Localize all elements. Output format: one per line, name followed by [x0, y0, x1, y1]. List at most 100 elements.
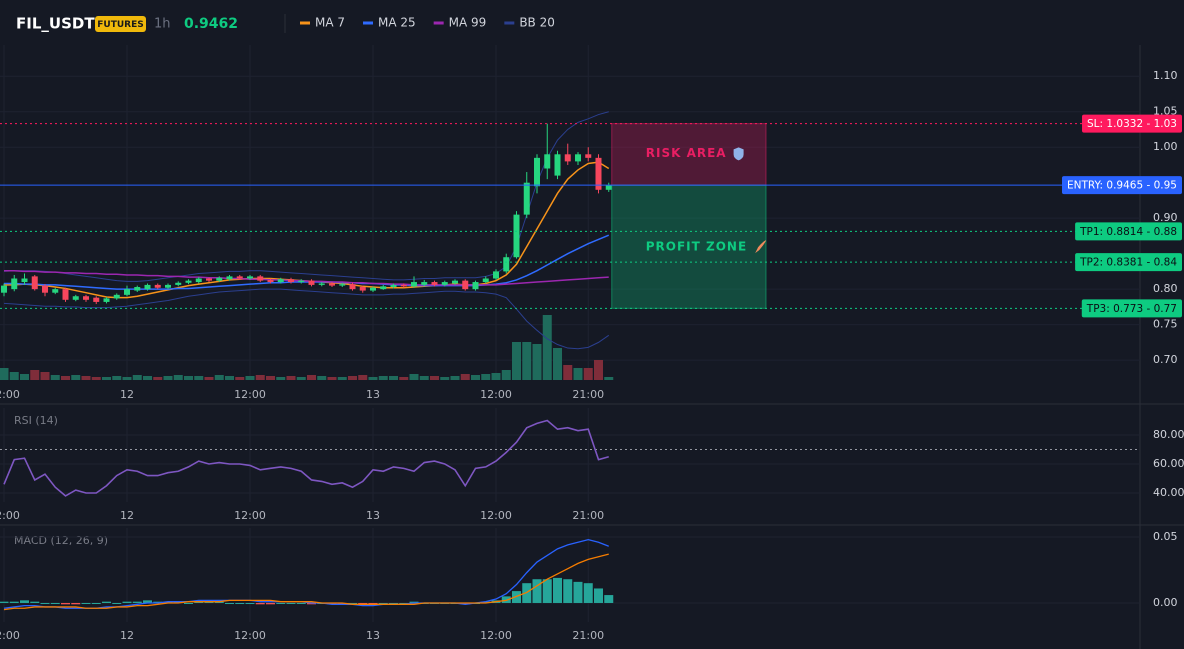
volume-bar: [255, 375, 265, 380]
time-label: 12:00: [0, 388, 20, 401]
candle-body: [411, 282, 417, 287]
histogram-bar: [235, 602, 245, 604]
symbol: FIL_USDT: [16, 15, 95, 33]
macd-title: MACD (12, 26, 9): [14, 534, 108, 547]
price-tick-label: 60.00: [1153, 457, 1184, 470]
price-tick-label: 40.00: [1153, 486, 1184, 499]
histogram-bar: [399, 602, 409, 604]
volume-bar: [491, 373, 501, 380]
histogram-bar: [409, 601, 419, 603]
volume-bar: [307, 375, 316, 380]
histogram-bar: [61, 602, 70, 605]
candle-body: [503, 257, 510, 272]
time-label: 13: [366, 509, 380, 522]
candle-body: [534, 157, 540, 187]
volume-bar: [276, 377, 286, 380]
candle-body: [605, 185, 612, 190]
histogram-bar: [553, 577, 562, 603]
candle-body: [62, 289, 69, 300]
interval: 1h: [154, 17, 171, 32]
volume-bar: [368, 377, 378, 380]
histogram-bar: [163, 601, 173, 603]
time-label: 21:00: [572, 388, 604, 401]
volume-bar: [553, 348, 562, 380]
candle-body: [564, 154, 571, 162]
time-label: 13: [366, 629, 380, 642]
shield-icon: [733, 147, 744, 161]
histogram-bar: [50, 602, 60, 604]
candle-body: [72, 296, 79, 300]
zone-label: PROFIT ZONE: [646, 240, 747, 254]
candle-body: [359, 287, 366, 291]
level-label-bg: [1061, 176, 1182, 195]
volume-bar: [20, 374, 29, 380]
histogram-bar: [153, 601, 163, 603]
candle-body: [452, 280, 458, 284]
level-label: TP1: 0.8814 - 0.88: [1079, 226, 1177, 238]
histogram-bar: [112, 602, 122, 604]
level-label: TP2: 0.8381 - 0.84: [1079, 257, 1177, 269]
candle-body: [421, 282, 428, 285]
rsi-line: [3, 419, 609, 497]
moving-average: [4, 269, 609, 286]
price-tick-label: 1.00: [1153, 140, 1178, 153]
legend-label: BB 20: [519, 16, 555, 30]
volume-bar: [409, 374, 419, 380]
time-label: 12: [120, 629, 134, 642]
candle-body: [257, 276, 264, 281]
volume-bar: [91, 377, 101, 380]
histogram-bar: [225, 602, 234, 604]
volume-bar: [378, 376, 388, 380]
volume-bar: [419, 376, 429, 380]
time-label: 12:00: [0, 509, 20, 522]
candle-body: [554, 154, 561, 176]
histogram-bar: [214, 601, 224, 603]
histogram-bar: [460, 602, 470, 605]
candle-body: [11, 278, 18, 290]
macd-line: [3, 538, 609, 609]
legend-label: MA 99: [449, 16, 487, 30]
time-label: 12:00: [480, 509, 512, 522]
time-label: 13: [366, 388, 380, 401]
level-label: SL: 1.0332 - 1.03: [1087, 118, 1177, 130]
volume-bar: [481, 374, 491, 380]
candle-body: [83, 296, 89, 300]
signal-line: [3, 553, 609, 611]
volume-bar: [143, 376, 152, 380]
histogram-bar: [266, 602, 275, 605]
histogram-bar: [327, 602, 337, 605]
price-tick-label: 0.70: [1153, 353, 1178, 366]
level-label-bg: [1082, 114, 1182, 133]
candle-body: [154, 284, 161, 288]
histogram-bar: [204, 601, 214, 603]
time-label: 12:00: [234, 388, 266, 401]
histogram-bar: [9, 601, 19, 603]
candle-body: [42, 285, 48, 293]
volume-bar: [358, 375, 368, 380]
candle-body: [329, 283, 335, 286]
candle-body: [431, 282, 438, 285]
candle-body: [236, 276, 243, 279]
volume-bar: [583, 368, 593, 380]
histogram-bar: [245, 602, 255, 604]
candle-body: [134, 287, 141, 291]
volume-bar: [112, 376, 122, 380]
histogram-bar: [143, 600, 152, 603]
candle-body: [277, 279, 284, 283]
volume-bar: [194, 376, 204, 380]
candle-body: [226, 276, 233, 280]
histogram-bar: [348, 602, 357, 604]
candle-body: [380, 286, 387, 290]
candle-body: [103, 298, 110, 302]
volume-bar: [522, 342, 532, 380]
volume-bar: [153, 377, 163, 380]
price-tick-label: 0.00: [1153, 596, 1178, 609]
price-tick-label: 1.05: [1153, 105, 1178, 118]
histogram-bar: [194, 601, 204, 603]
candle-body: [493, 271, 499, 279]
level-label-bg: [1075, 222, 1182, 241]
price-tick-label: 0.05: [1153, 530, 1178, 543]
histogram-bar: [542, 579, 552, 603]
volume-bar: [399, 377, 409, 380]
volume-bar: [184, 376, 193, 380]
